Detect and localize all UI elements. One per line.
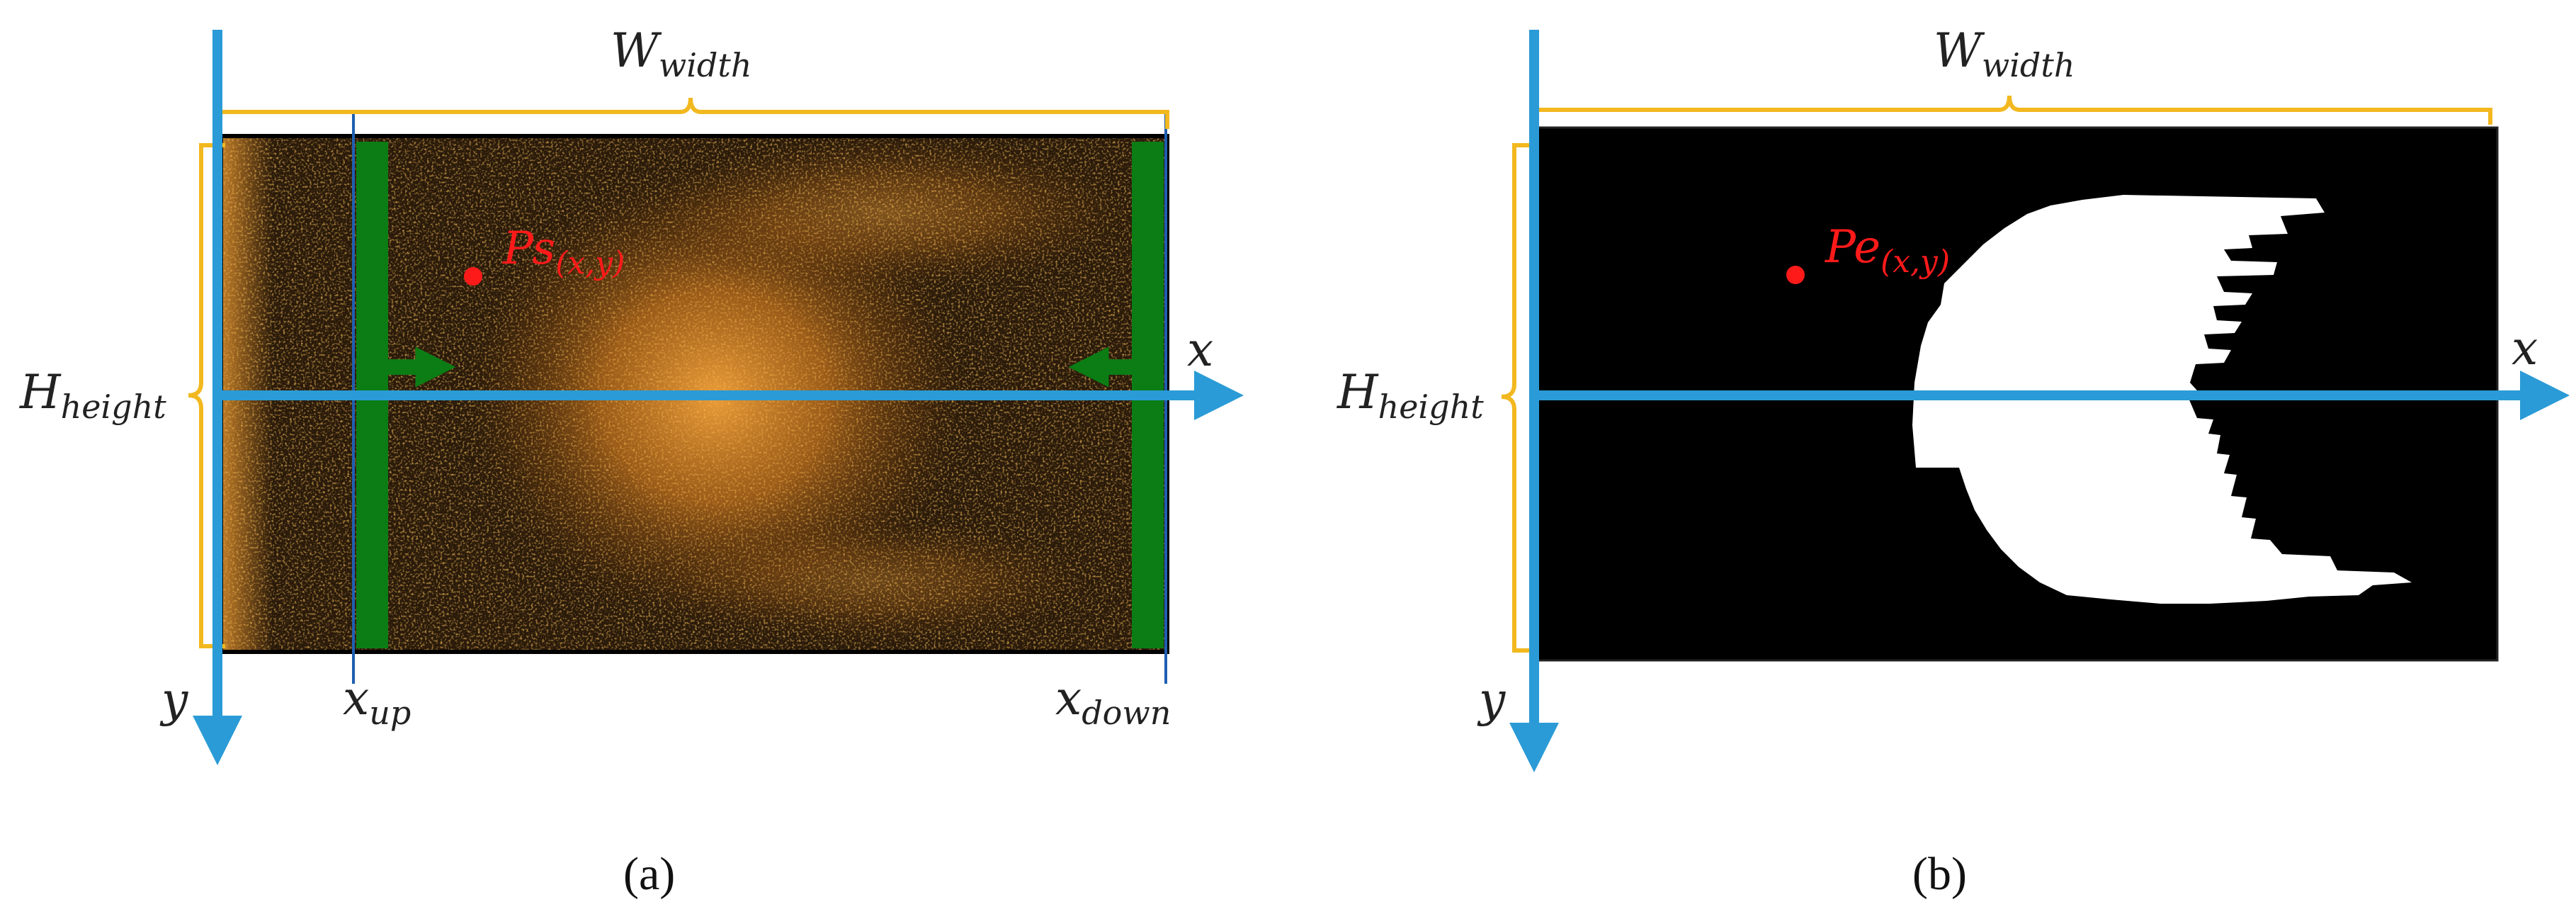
x-up-label: xup — [343, 671, 411, 732]
point-ps-marker — [464, 267, 482, 286]
width-label: Wwidth — [611, 23, 752, 84]
x-axis-label: x — [1187, 322, 1213, 377]
width-brace — [217, 97, 1169, 129]
width-brace-b — [1533, 95, 2492, 125]
caption-a: (a) — [623, 848, 675, 900]
x-down-label: xdown — [1055, 671, 1171, 732]
y-axis-label: y — [159, 672, 188, 727]
point-pe-marker — [1786, 266, 1805, 284]
panel-a: Wwidth Hheight x y Ps(x,y) xup xdown (a) — [19, 23, 1244, 900]
point-ps-label: Ps(x,y) — [502, 222, 625, 281]
point-pe-label: Pe(x,y) — [1825, 221, 1950, 280]
width-label-b: Wwidth — [1934, 23, 2075, 84]
height-label-b: Hheight — [1337, 365, 1484, 426]
y-axis-label-b: y — [1477, 672, 1506, 727]
height-brace — [188, 143, 225, 648]
height-brace-b — [1501, 143, 1538, 653]
caption-b: (b) — [1912, 848, 1967, 900]
height-label: Hheight — [19, 365, 166, 426]
x-axis-label-b: x — [2512, 321, 2538, 376]
panel-b: Wwidth Hheight x y Pe(x,y) (b) — [1337, 23, 2570, 900]
